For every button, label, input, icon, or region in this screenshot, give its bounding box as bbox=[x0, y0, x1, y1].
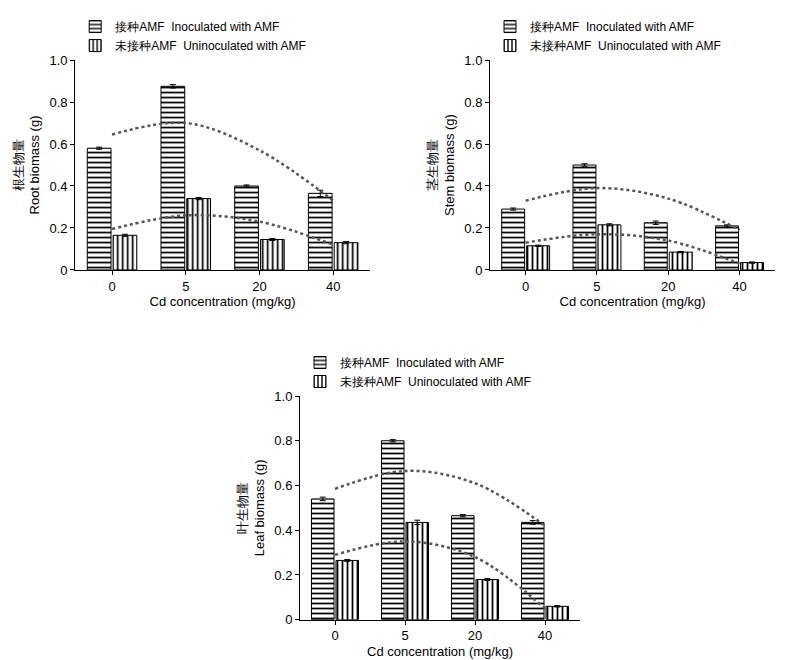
svg-text:5: 5 bbox=[182, 279, 189, 294]
svg-text:0: 0 bbox=[522, 279, 529, 294]
svg-text:0.4: 0.4 bbox=[464, 179, 482, 194]
svg-text:0.4: 0.4 bbox=[50, 179, 68, 194]
svg-text:5: 5 bbox=[401, 628, 408, 643]
svg-text:0: 0 bbox=[60, 262, 67, 277]
svg-text:0.8: 0.8 bbox=[274, 433, 292, 448]
svg-text:0.4: 0.4 bbox=[274, 523, 292, 538]
svg-text:0: 0 bbox=[475, 262, 482, 277]
svg-text:0.8: 0.8 bbox=[464, 95, 482, 110]
svg-text:0.6: 0.6 bbox=[274, 478, 292, 493]
svg-text:根生物量Root biomass (g): 根生物量Root biomass (g) bbox=[11, 116, 43, 215]
svg-text:20: 20 bbox=[468, 628, 482, 643]
svg-text:未接种AMF Uninoculated with AMF: 未接种AMF Uninoculated with AMF bbox=[115, 39, 306, 53]
svg-text:0: 0 bbox=[108, 279, 115, 294]
svg-text:接种AMF Inoculated with AMF: 接种AMF Inoculated with AMF bbox=[115, 20, 279, 34]
svg-text:20: 20 bbox=[252, 279, 266, 294]
svg-text:40: 40 bbox=[326, 279, 340, 294]
svg-text:茎生物量Stem biomass (g): 茎生物量Stem biomass (g) bbox=[425, 114, 457, 216]
svg-text:1.0: 1.0 bbox=[50, 53, 68, 68]
svg-text:5: 5 bbox=[593, 279, 600, 294]
svg-text:叶生物量Leaf biomass (g): 叶生物量Leaf biomass (g) bbox=[235, 459, 267, 556]
svg-text:接种AMF Inoculated with AMF: 接种AMF Inoculated with AMF bbox=[530, 20, 694, 34]
svg-text:1.0: 1.0 bbox=[274, 389, 292, 404]
svg-text:Cd concentration (mg/kg): Cd concentration (mg/kg) bbox=[150, 294, 296, 309]
svg-text:0.2: 0.2 bbox=[274, 568, 292, 583]
svg-text:40: 40 bbox=[732, 279, 746, 294]
svg-text:接种AMF Inoculated with AMF: 接种AMF Inoculated with AMF bbox=[340, 356, 504, 370]
svg-text:0.2: 0.2 bbox=[464, 221, 482, 236]
svg-text:未接种AMF Uninoculated with AMF: 未接种AMF Uninoculated with AMF bbox=[530, 39, 721, 53]
svg-text:0: 0 bbox=[285, 612, 292, 627]
svg-text:0: 0 bbox=[331, 628, 338, 643]
svg-text:Cd concentration (mg/kg): Cd concentration (mg/kg) bbox=[367, 644, 513, 659]
svg-text:40: 40 bbox=[538, 628, 552, 643]
svg-text:1.0: 1.0 bbox=[464, 53, 482, 68]
svg-text:Cd concentration (mg/kg): Cd concentration (mg/kg) bbox=[560, 294, 706, 309]
svg-text:0.6: 0.6 bbox=[464, 137, 482, 152]
svg-text:未接种AMF Uninoculated with AMF: 未接种AMF Uninoculated with AMF bbox=[340, 375, 531, 389]
svg-text:20: 20 bbox=[661, 279, 675, 294]
svg-text:0.2: 0.2 bbox=[50, 221, 68, 236]
svg-text:0.6: 0.6 bbox=[50, 137, 68, 152]
svg-text:0.8: 0.8 bbox=[50, 95, 68, 110]
